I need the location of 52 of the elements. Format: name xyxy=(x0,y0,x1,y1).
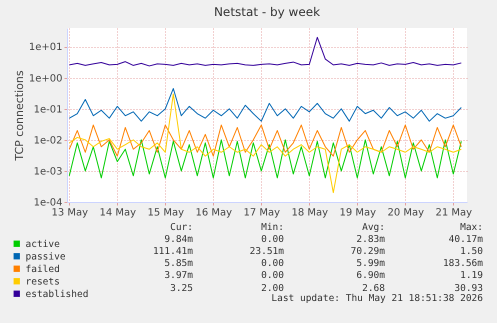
y-tick-label: 1e+00 xyxy=(28,73,62,84)
text: 0.00 xyxy=(261,270,284,282)
text: 183.56m xyxy=(442,258,483,270)
text: 30.93 xyxy=(454,282,483,294)
line-series xyxy=(68,94,462,194)
line-series xyxy=(68,124,462,157)
text: 23.51m xyxy=(250,246,284,258)
text: 1.19 xyxy=(460,270,483,282)
text: Max: xyxy=(460,222,483,233)
text: Min: xyxy=(261,222,284,233)
x-tick-label: 19 May xyxy=(340,208,376,218)
text: 5.99m xyxy=(356,258,385,270)
y-tick-label: 1e-01 xyxy=(34,104,62,116)
x-tick-label: 16 May xyxy=(196,208,232,218)
line-series xyxy=(68,88,462,122)
y-tick-label: 1e+01 xyxy=(28,42,62,54)
x-tick-label: 17 May xyxy=(244,208,280,218)
x-tick-label: 15 May xyxy=(148,208,184,218)
x-tick-label: 18 May xyxy=(292,208,328,218)
text: 1.50 xyxy=(460,246,483,258)
text: 9.84m xyxy=(164,234,193,246)
legend-label: active xyxy=(26,238,60,250)
text: Cur: xyxy=(170,222,193,233)
text: 0.00 xyxy=(261,234,284,246)
legend-label: resets xyxy=(26,276,60,288)
text: 40.17m xyxy=(448,234,483,246)
text: 2.83m xyxy=(356,234,385,246)
legend-label: passive xyxy=(26,251,66,262)
y-axis-title: TCP connections xyxy=(12,70,26,162)
y-tick-label: 1e-04 xyxy=(34,198,62,208)
line-series xyxy=(68,36,462,66)
text: Avg: xyxy=(362,222,385,233)
legend-label: established xyxy=(26,288,88,300)
text: 2.00 xyxy=(261,282,284,294)
text: 70.29m xyxy=(350,246,385,258)
y-tick-label: 1e-02 xyxy=(34,135,62,146)
text: 111.41m xyxy=(152,246,193,258)
legend-label: failed xyxy=(26,264,60,275)
text: 2.68 xyxy=(362,282,385,294)
x-tick-label: 21 May xyxy=(436,208,472,218)
x-tick-label: 20 May xyxy=(388,208,424,218)
text: 5.85m xyxy=(164,258,193,270)
chart-title: Netstat - by week xyxy=(214,5,320,19)
x-tick-label: 14 May xyxy=(100,208,136,218)
x-tick-label: 13 May xyxy=(52,208,88,218)
line-series xyxy=(68,139,462,178)
text: 3.97m xyxy=(164,270,193,282)
text: Last update: Thu May 21 18:51:38 2026 xyxy=(271,293,483,304)
text: 3.25 xyxy=(170,282,193,294)
text: 0.00 xyxy=(261,258,284,270)
text: 6.90m xyxy=(356,270,385,282)
y-tick-label: 1e-03 xyxy=(34,166,62,178)
